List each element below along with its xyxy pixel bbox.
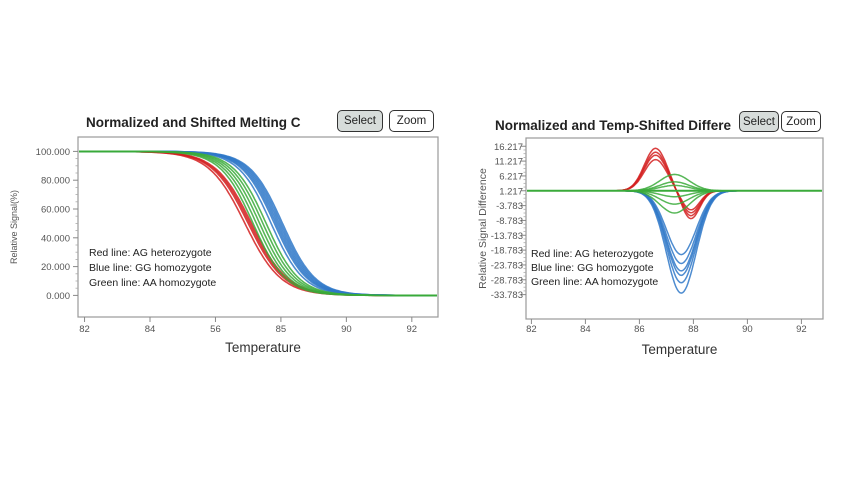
legend-annotation: Red line: AG heterozygote	[89, 247, 212, 259]
y-tick-label: 80.000	[41, 176, 70, 187]
chart-title: Normalized and Shifted Melting C	[86, 115, 301, 130]
y-tick-label: 60.000	[41, 205, 70, 216]
y-tick-label: 40.000	[41, 233, 70, 244]
x-tick-label: 82	[79, 324, 90, 335]
x-tick-label: 56	[210, 324, 221, 335]
select-button[interactable]: Select	[739, 111, 779, 132]
zoom-button[interactable]: Zoom	[781, 111, 821, 132]
legend-annotation: Green line: AA homozygote	[89, 277, 216, 289]
zoom-button[interactable]: Zoom	[389, 110, 434, 132]
x-tick-label: 90	[341, 324, 352, 335]
x-tick-label: 85	[276, 324, 287, 335]
x-tick-label: 84	[145, 324, 156, 335]
y-axis-label: Relative Signal(%)	[9, 190, 19, 264]
series-line-aa	[79, 150, 437, 297]
x-tick-label: 92	[407, 324, 418, 335]
y-tick-label: 20.000	[41, 262, 70, 273]
x-axis-label: Temperature	[225, 340, 301, 355]
y-tick-label: 0.000	[46, 291, 70, 302]
legend-annotation: Blue line: GG homozygote	[89, 262, 212, 274]
chart-title: Normalized and Temp-Shifted Differe	[495, 118, 732, 133]
y-tick-label: 100.000	[36, 147, 70, 158]
select-button[interactable]: Select	[337, 110, 383, 132]
series-group	[79, 150, 437, 297]
